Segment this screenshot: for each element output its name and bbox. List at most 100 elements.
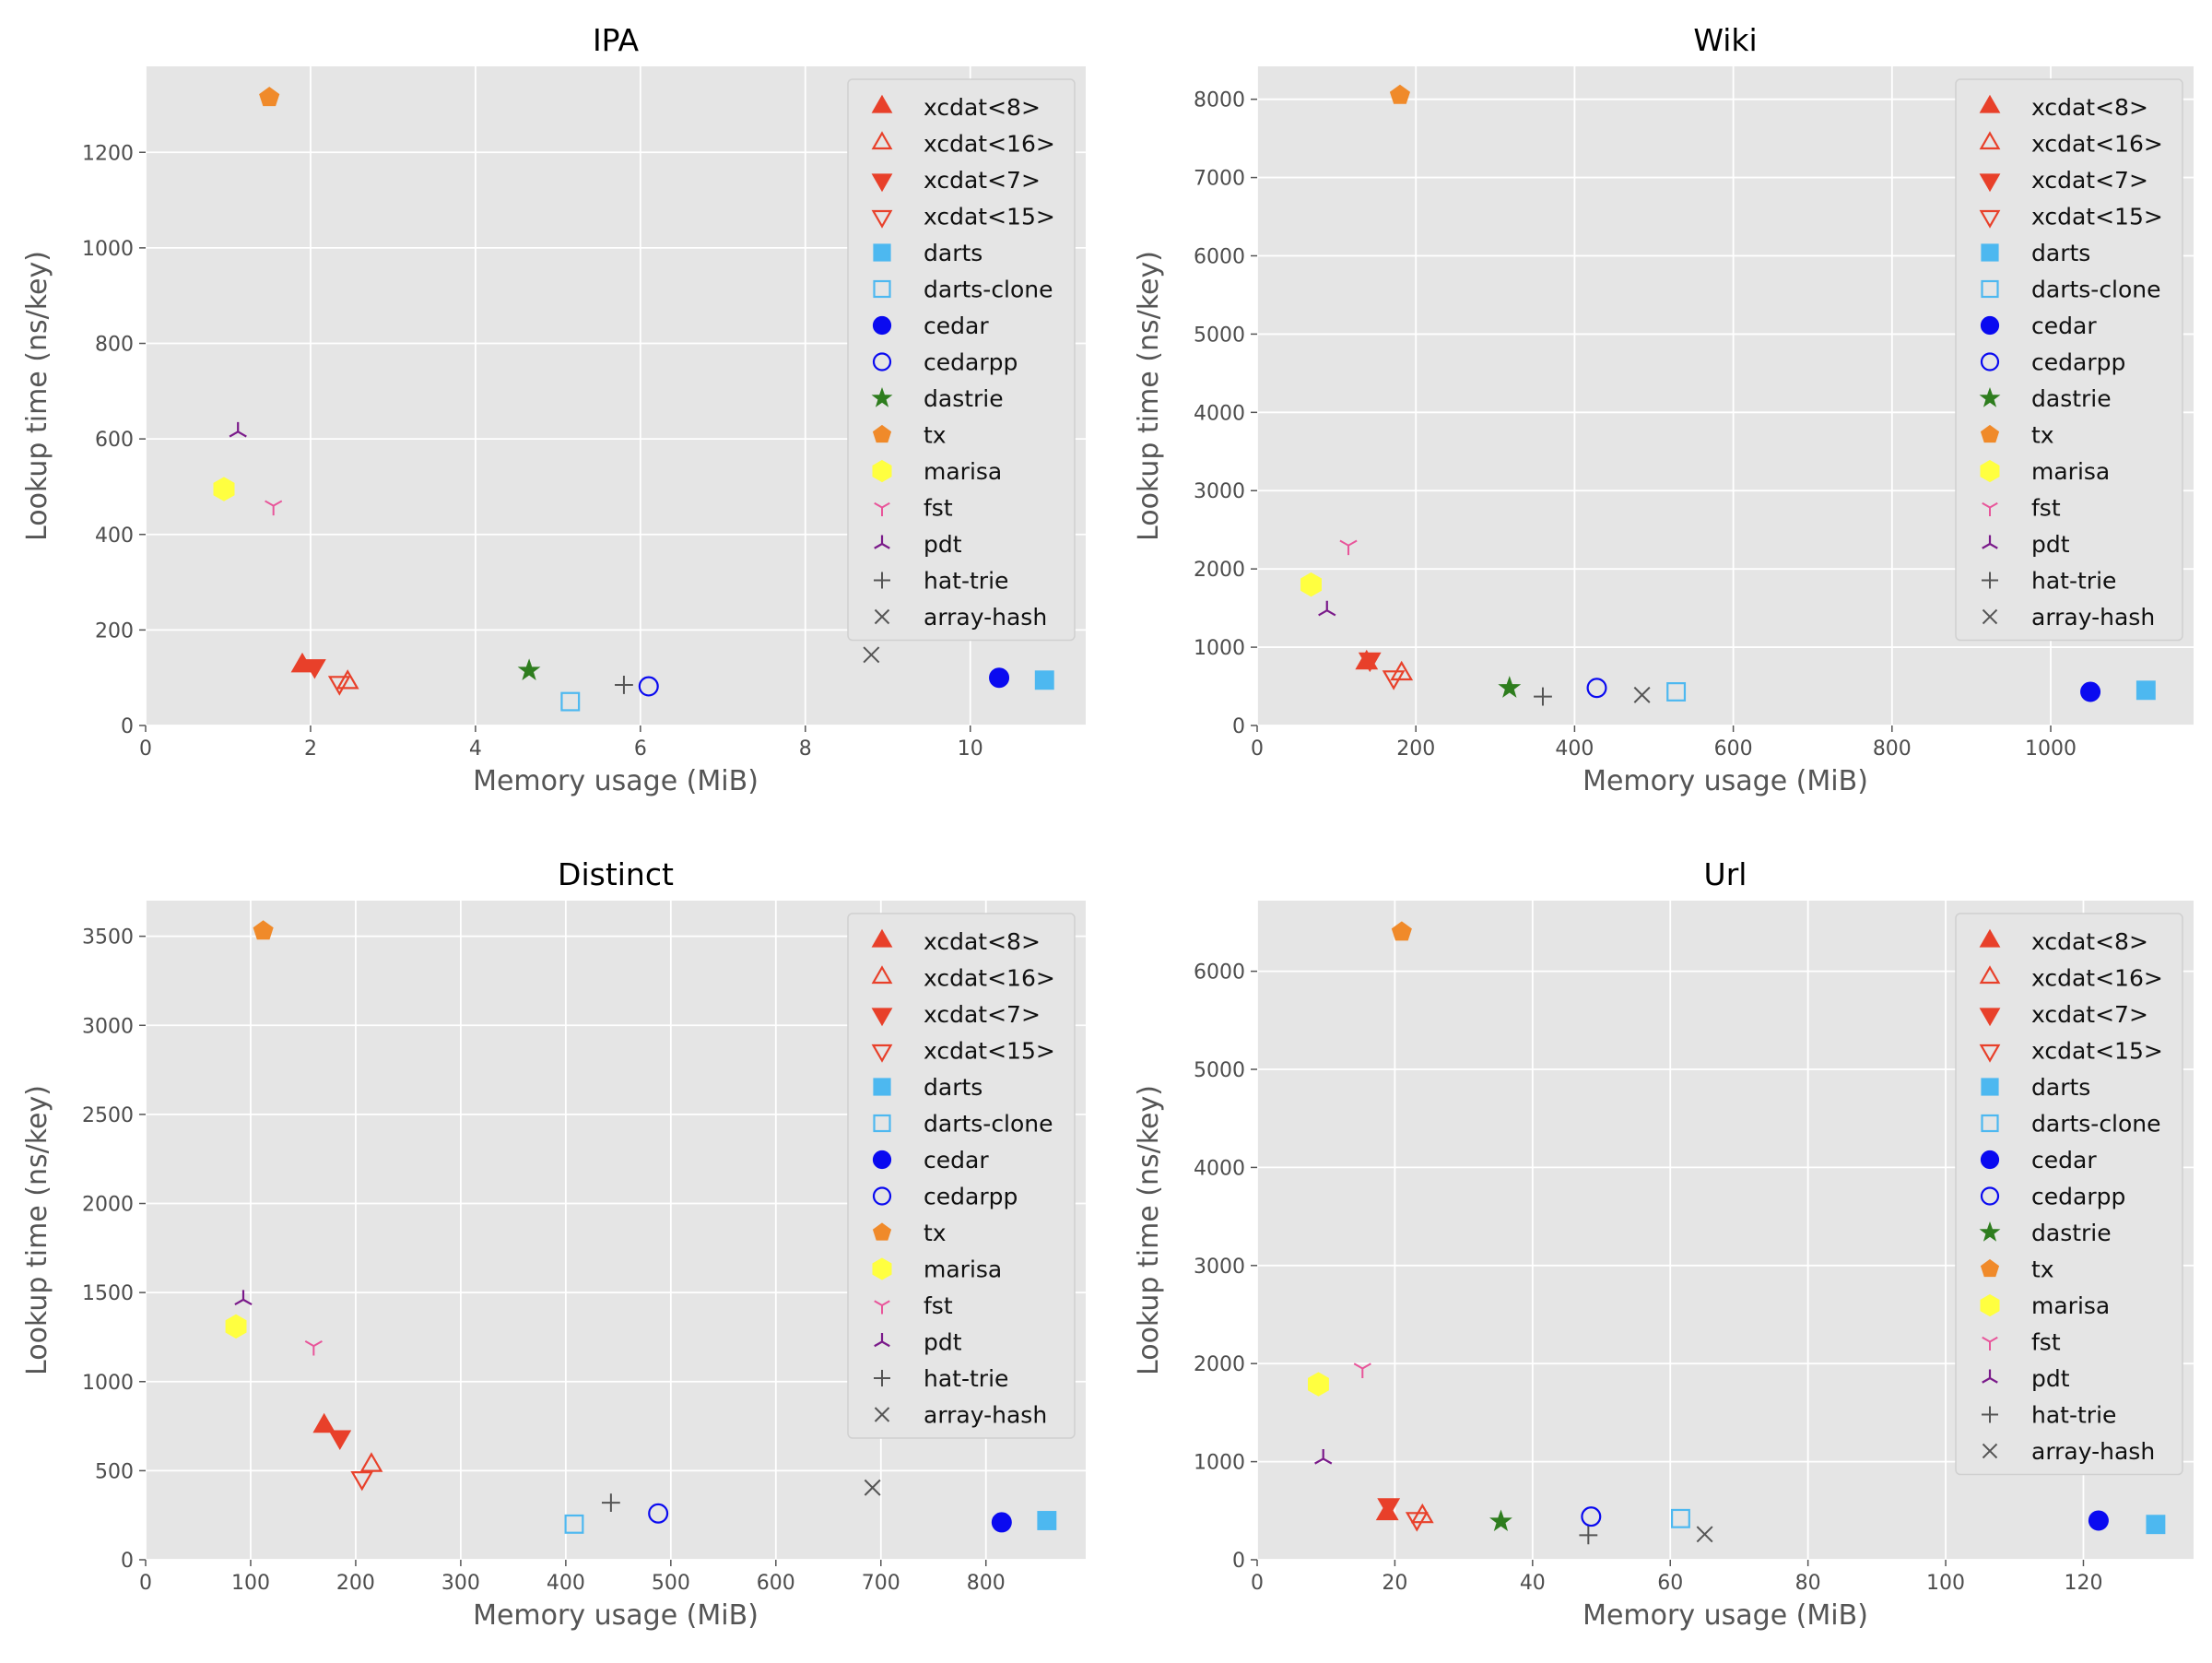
legend-marker-cedar bbox=[872, 1150, 892, 1170]
data-point-hat-trie bbox=[615, 676, 633, 694]
data-point-xcdat-15 bbox=[1405, 1512, 1429, 1532]
x-tick-label: 20 bbox=[1382, 1572, 1407, 1595]
legend-label: darts-clone bbox=[924, 1111, 1053, 1138]
legend-label: marisa bbox=[2031, 1292, 2110, 1319]
legend-marker-xcdat-7 bbox=[1979, 173, 2001, 193]
legend-marker-xcdat-16 bbox=[871, 131, 893, 150]
legend-label: darts bbox=[2031, 1074, 2090, 1101]
chart-ipa: 0 2 4 6 8 10 0 200 400 600 800 1000 1200 IPA Memory us… bbox=[21, 22, 1086, 797]
y-tick-label: 3000 bbox=[1194, 480, 1245, 503]
data-point-dastrie bbox=[1498, 676, 1522, 698]
legend-label: hat-trie bbox=[2031, 1402, 2116, 1429]
x-tick-label: 1000 bbox=[2025, 737, 2077, 761]
data-point-xcdat-8 bbox=[312, 1412, 336, 1433]
legend-marker-xcdat-7 bbox=[1979, 1008, 2001, 1027]
data-point-cedar bbox=[2088, 1510, 2109, 1531]
legend-label: hat-trie bbox=[924, 568, 1008, 595]
legend-label: marisa bbox=[2031, 458, 2110, 485]
legend-label: darts bbox=[924, 240, 982, 266]
y-tick-label: 6000 bbox=[1194, 245, 1245, 268]
data-point-marisa bbox=[1300, 572, 1322, 597]
data-point-cedar bbox=[989, 667, 1010, 689]
legend-marker-hat-trie bbox=[1982, 1406, 1998, 1423]
data-point-cedar bbox=[2080, 681, 2101, 702]
legend-marker-fst bbox=[874, 1300, 890, 1315]
data-point-fst bbox=[304, 1340, 323, 1356]
data-point-marisa bbox=[1308, 1372, 1329, 1397]
x-tick-label: 0 bbox=[139, 737, 152, 761]
legend-marker-xcdat-16 bbox=[1979, 965, 2001, 985]
legend-label: tx bbox=[2031, 422, 2054, 449]
legend-label: pdt bbox=[2031, 531, 2070, 558]
legend-label: cedarpp bbox=[2031, 1184, 2125, 1210]
legend-marker-fst bbox=[1982, 501, 1998, 516]
data-point-xcdat-15 bbox=[327, 676, 351, 696]
legend-marker-array-hash bbox=[874, 1407, 890, 1422]
legend-marker-darts bbox=[873, 243, 891, 262]
legend-label: xcdat<7> bbox=[2031, 1001, 2148, 1028]
data-point-dastrie bbox=[1489, 1509, 1512, 1532]
y-tick-label: 500 bbox=[95, 1460, 134, 1483]
legend-label: dastrie bbox=[924, 385, 1004, 412]
data-point-tx bbox=[259, 87, 280, 107]
y-tick-label: 0 bbox=[121, 715, 134, 738]
x-tick-label: 8 bbox=[799, 737, 812, 761]
x-tick-label: 60 bbox=[1657, 1572, 1683, 1595]
legend-label: xcdat<8> bbox=[2031, 94, 2148, 121]
y-axis-label: Lookup time (ns/key) bbox=[1133, 1085, 1165, 1375]
data-point-fst bbox=[1353, 1362, 1371, 1378]
x-tick-label: 100 bbox=[1926, 1572, 1965, 1595]
chart-title: Wiki bbox=[1693, 22, 1757, 58]
data-point-tx bbox=[253, 920, 274, 940]
legend-label: array-hash bbox=[2031, 604, 2155, 631]
data-point-xcdat-7 bbox=[302, 659, 326, 679]
y-tick-label: 2000 bbox=[1194, 1353, 1245, 1376]
legend-marker-darts-clone bbox=[873, 1114, 891, 1133]
legend-url: xcdat<8> xcdat<16> xcdat<7> xcdat<15> darts d… bbox=[1955, 913, 2183, 1476]
legend-label: array-hash bbox=[924, 604, 1047, 631]
legend-marker-cedarpp bbox=[1980, 1186, 2000, 1206]
y-tick-label: 1500 bbox=[82, 1282, 134, 1305]
x-tick-label: 10 bbox=[958, 737, 983, 761]
legend-marker-cedarpp bbox=[872, 1186, 892, 1206]
data-point-darts bbox=[1037, 1511, 1057, 1530]
legend-label: array-hash bbox=[924, 1402, 1047, 1429]
legend-frame bbox=[1955, 913, 2183, 1476]
data-point-pdt bbox=[229, 421, 247, 438]
legend-label: fst bbox=[2031, 495, 2061, 522]
data-point-fst bbox=[265, 500, 283, 516]
legend-marker-pdt bbox=[1982, 1369, 1998, 1384]
legend-label: tx bbox=[924, 422, 947, 449]
data-point-darts bbox=[2146, 1515, 2166, 1535]
legend-ipa: xcdat<8> xcdat<16> xcdat<7> xcdat<15> darts d… bbox=[847, 78, 1076, 642]
data-point-tx bbox=[1389, 84, 1410, 104]
legend-marker-pdt bbox=[874, 1333, 890, 1348]
legend-label: xcdat<7> bbox=[924, 1001, 1041, 1028]
x-tick-label: 400 bbox=[547, 1572, 585, 1595]
y-tick-label: 1000 bbox=[82, 1372, 134, 1395]
y-tick-label: 400 bbox=[95, 525, 134, 548]
y-tick-label: 4000 bbox=[1194, 402, 1245, 425]
data-point-darts-clone bbox=[560, 691, 581, 712]
legend-frame bbox=[847, 78, 1076, 642]
legend-label: xcdat<16> bbox=[924, 965, 1055, 992]
data-point-array-hash bbox=[1696, 1526, 1713, 1543]
legend-marker-xcdat-8 bbox=[871, 94, 893, 113]
legend-marker-fst bbox=[1982, 1336, 1998, 1350]
legend-label: marisa bbox=[924, 1256, 1002, 1283]
x-axis-label: Memory usage (MiB) bbox=[473, 765, 759, 797]
x-tick-label: 0 bbox=[1251, 1572, 1264, 1595]
y-tick-label: 7000 bbox=[1194, 168, 1245, 191]
legend-marker-array-hash bbox=[1982, 608, 1998, 625]
data-point-cedarpp bbox=[1586, 678, 1607, 699]
legend-label: dastrie bbox=[2031, 1220, 2112, 1246]
legend-marker-xcdat-16 bbox=[871, 965, 893, 985]
data-point-xcdat-15 bbox=[1382, 670, 1406, 690]
y-tick-label: 6000 bbox=[1194, 961, 1245, 985]
legend-marker-xcdat-8 bbox=[1979, 94, 2001, 113]
legend-label: xcdat<16> bbox=[2031, 965, 2163, 992]
data-point-xcdat-7 bbox=[1358, 652, 1382, 673]
x-tick-label: 0 bbox=[1251, 737, 1264, 761]
